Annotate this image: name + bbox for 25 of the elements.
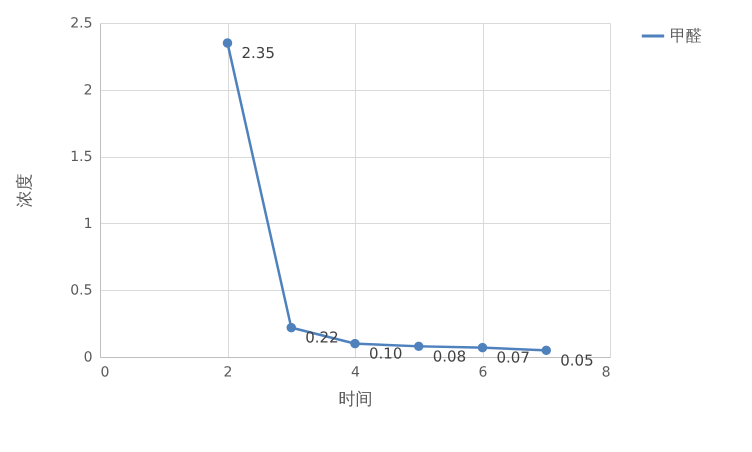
point — [414, 342, 424, 352]
y-tick-label: 2 — [84, 82, 92, 98]
x-tick-label: 2 — [224, 364, 232, 380]
legend-label: 甲醛 — [670, 26, 702, 45]
data-label: 0.07 — [496, 348, 530, 367]
y-tick-label: 1.5 — [70, 149, 92, 166]
x-tick-label: 8 — [602, 364, 610, 380]
x-tick-label: 0 — [100, 364, 110, 380]
point — [542, 346, 551, 356]
point — [286, 322, 296, 332]
x-axis-title: 时间 — [338, 390, 372, 410]
y-tick-label: 2.5 — [70, 16, 92, 32]
data-label: 2.35 — [242, 44, 275, 62]
data-label: 0.05 — [560, 351, 594, 370]
data-label: 0.10 — [369, 344, 402, 363]
point — [478, 342, 488, 352]
y-axis-title: 浓度 — [15, 174, 36, 208]
point — [222, 38, 232, 48]
point — [350, 338, 360, 348]
y-tick-label: 0 — [84, 350, 92, 366]
y-tick-label: 0.5 — [70, 282, 92, 299]
x-tick-label: 4 — [351, 364, 360, 380]
y-tick-label: 1 — [84, 216, 92, 232]
x-tick-label: 6 — [478, 364, 488, 380]
data-label: 0.08 — [432, 347, 466, 366]
